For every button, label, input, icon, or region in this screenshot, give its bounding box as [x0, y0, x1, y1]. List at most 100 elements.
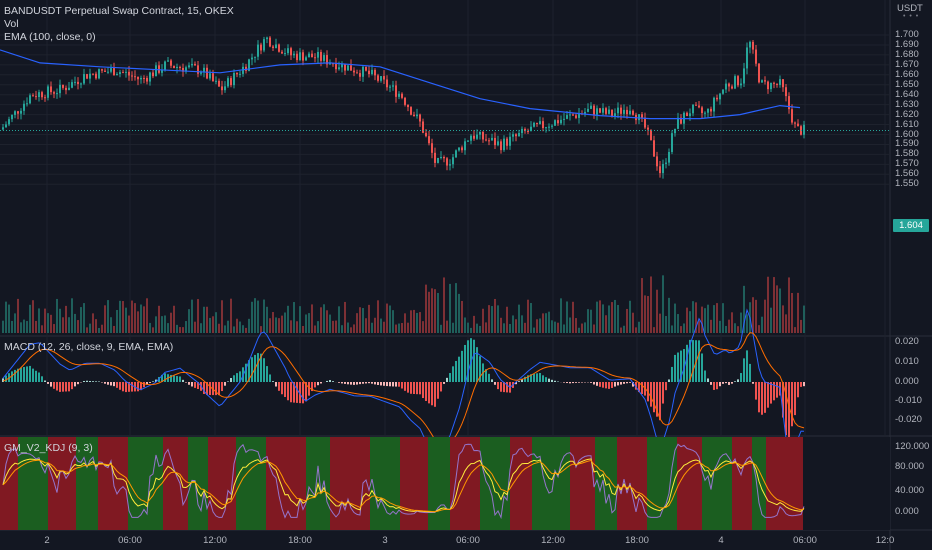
candle-body [125, 71, 127, 73]
kdj-empty [803, 437, 890, 530]
candle-body [383, 76, 385, 80]
more-dots-icon[interactable]: • • • [903, 13, 920, 20]
candle-body [14, 111, 16, 115]
candle-body [572, 114, 574, 116]
macd-histogram-bar [470, 338, 472, 382]
candle-body [701, 107, 703, 114]
macd-histogram-bar [677, 352, 679, 382]
candle-body [146, 77, 148, 82]
kdj-legend: GM_V2_KDJ (9, 3) [4, 442, 93, 454]
kdj-axis-label: 80.000 [895, 461, 925, 472]
macd-histogram-bar [353, 382, 355, 385]
volume-bar [776, 285, 778, 333]
candle-body [773, 82, 775, 84]
macd-histogram-bar [113, 382, 115, 387]
macd-histogram-bar [593, 382, 595, 385]
volume-bar [182, 327, 184, 333]
candle-body [482, 131, 484, 140]
macd-histogram-bar [707, 378, 709, 382]
volume-bar [335, 320, 337, 333]
volume-bar [572, 301, 574, 333]
macd-histogram-bar [497, 382, 499, 390]
time-axis-label: 4 [718, 535, 724, 546]
macd-histogram-bar [356, 382, 358, 385]
volume-bar [500, 317, 502, 333]
candle-body [533, 122, 535, 127]
candle-body [512, 134, 514, 137]
candle-body [692, 104, 694, 114]
candle-body [347, 65, 349, 71]
volume-bar [725, 325, 727, 333]
macd-histogram-bar [236, 373, 238, 382]
candle-body [149, 72, 151, 82]
candle-body [755, 49, 757, 64]
volume-bar [722, 303, 724, 333]
volume-bar [65, 305, 67, 333]
macd-histogram-bar [143, 382, 145, 388]
macd-histogram-bar [326, 380, 328, 382]
macd-histogram-bar [374, 382, 376, 385]
macd-histogram-bar [461, 350, 463, 382]
volume-bar [275, 317, 277, 333]
volume-bar [311, 304, 313, 333]
volume-bar [116, 309, 118, 333]
macd-histogram-bar [737, 379, 739, 382]
volume-bar [755, 299, 757, 333]
volume-bar [794, 327, 796, 333]
candle-body [266, 37, 268, 40]
candle-body [287, 48, 289, 54]
candle-body [704, 112, 706, 114]
candle-body [233, 73, 235, 86]
volume-bar [683, 323, 685, 333]
candle-body [305, 57, 307, 61]
macd-histogram-bar [761, 382, 763, 415]
macd-histogram-bar [626, 382, 628, 384]
candle-body [200, 72, 202, 74]
candle-body [182, 67, 184, 72]
macd-histogram-bar [515, 382, 517, 385]
macd-histogram-bar [533, 373, 535, 382]
candle-body [317, 51, 319, 58]
volume-bar [698, 320, 700, 333]
kdj-band [510, 437, 532, 530]
candle-body [665, 162, 667, 164]
candle-body [740, 83, 742, 86]
candle-body [308, 53, 310, 58]
volume-bar [98, 327, 100, 333]
macd-axis-label: -0.010 [895, 395, 922, 406]
kdj-band [677, 437, 702, 530]
volume-bar [83, 303, 85, 333]
last-price-badge: 1.604 [893, 219, 929, 232]
macd-histogram-bar [26, 366, 28, 382]
volume-bar [620, 327, 622, 333]
candle-body [554, 120, 556, 126]
candle-body [464, 141, 466, 151]
candle-body [446, 158, 448, 166]
volume-bar [308, 313, 310, 333]
volume-bar [251, 301, 253, 333]
candle-body [23, 103, 25, 111]
volume-bar [686, 307, 688, 333]
macd-histogram-bar [524, 376, 526, 382]
macd-histogram-bar [2, 378, 4, 382]
macd-histogram-bar [467, 340, 469, 382]
volume-bar [557, 322, 559, 333]
kdj-d-line [2, 459, 805, 513]
candle-body [422, 121, 424, 133]
volume-bar [611, 302, 613, 333]
candle-body [524, 128, 526, 132]
candle-body [473, 135, 475, 139]
volume-bar [368, 304, 370, 333]
signal-line [2, 332, 805, 447]
volume-bar [71, 298, 73, 333]
macd-histogram-bar [446, 377, 448, 382]
macd-histogram-bar [344, 382, 346, 384]
macd-histogram-bar [86, 380, 88, 382]
volume-bar [530, 303, 532, 333]
macd-histogram-bar [272, 381, 274, 382]
candle-body [614, 113, 616, 117]
macd-histogram-bar [278, 382, 280, 391]
candle-body [89, 73, 91, 79]
candle-body [71, 82, 73, 88]
